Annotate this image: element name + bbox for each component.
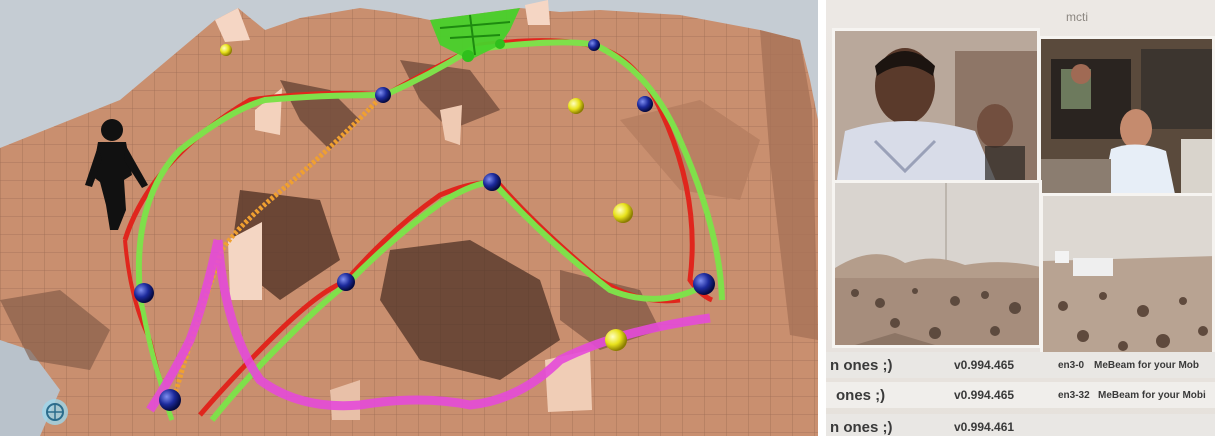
- video-tile[interactable]: [1040, 193, 1215, 358]
- log-host: en3-32: [1058, 390, 1090, 401]
- log-message: n ones ;): [830, 419, 893, 436]
- video-feed: [835, 183, 1042, 348]
- panel-divider: [818, 0, 826, 436]
- waypoint-yellow: [605, 329, 627, 351]
- waypoint-blue: [375, 87, 391, 103]
- video-grid: [832, 28, 1215, 358]
- log-note: MeBeam for your Mob: [1094, 360, 1199, 371]
- video-feed: [835, 31, 1040, 188]
- log-version: v0.994.465: [954, 358, 1014, 372]
- photo-panel: mcti: [826, 0, 1215, 436]
- log-note: MeBeam for your Mobi: [1098, 390, 1206, 401]
- waypoint-blue: [159, 389, 181, 411]
- waypoint-blue: [588, 39, 600, 51]
- terrain-render: [0, 0, 818, 436]
- log-message: ones ;): [836, 387, 885, 404]
- window-title: mcti: [1066, 10, 1088, 24]
- log-version: v0.994.465: [954, 388, 1014, 402]
- waypoint-blue: [637, 96, 653, 112]
- video-tile[interactable]: [1038, 36, 1215, 196]
- video-feed: [1041, 39, 1215, 196]
- log-version: v0.994.461: [954, 420, 1014, 434]
- log-host: en3-0: [1058, 360, 1084, 371]
- waypoint-blue: [337, 273, 355, 291]
- waypoint-yellow: [568, 98, 584, 114]
- table-row[interactable]: n ones ;) v0.994.465 en3-0 MeBeam for yo…: [826, 352, 1215, 378]
- terrain-render-panel: [0, 0, 818, 436]
- waypoint-yellow: [220, 44, 232, 56]
- log-message: n ones ;): [830, 357, 893, 374]
- waypoint-blue: [483, 173, 501, 191]
- video-tile[interactable]: [832, 180, 1042, 348]
- axis-gizmo-icon[interactable]: [42, 399, 68, 425]
- table-row[interactable]: n ones ;) v0.994.461: [826, 414, 1215, 436]
- table-row[interactable]: ones ;) v0.994.465 en3-32 MeBeam for you…: [826, 382, 1215, 408]
- waypoint-yellow: [613, 203, 633, 223]
- waypoint-blue: [134, 283, 154, 303]
- log-table: n ones ;) v0.994.465 en3-0 MeBeam for yo…: [826, 352, 1215, 436]
- video-tile[interactable]: [832, 28, 1040, 188]
- video-feed: [1043, 196, 1215, 358]
- waypoint-blue: [693, 273, 715, 295]
